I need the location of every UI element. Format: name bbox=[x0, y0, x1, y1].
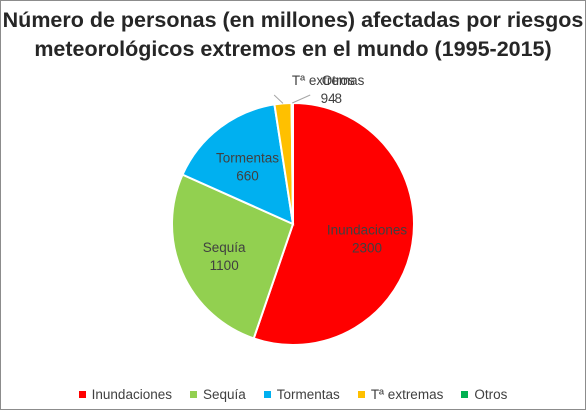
legend-swatch-sequia bbox=[189, 390, 197, 398]
legend-label-sequia: Sequía bbox=[202, 386, 246, 402]
legend-swatch-t-extremas bbox=[357, 390, 365, 398]
chart-title: Número de personas (en millones) afectad… bbox=[0, 6, 586, 64]
slice-value-otros: 8 bbox=[334, 91, 342, 106]
slice-label-tormentas: Tormentas bbox=[216, 150, 279, 165]
pie-slice-tormentas bbox=[181, 103, 295, 226]
slice-value-inundaciones: 2300 bbox=[352, 240, 382, 255]
legend-label-inundaciones: Inundaciones bbox=[91, 386, 172, 402]
legend-label-otros: Otros bbox=[474, 386, 508, 402]
leader-line-otros bbox=[292, 94, 311, 104]
slice-label-otros: Otros bbox=[322, 73, 355, 88]
legend-label-t-extremas: Tª extremas bbox=[370, 386, 444, 402]
pie-chart: Inundaciones 2300 Sequía 1100 Tormentas 660 Tª… bbox=[171, 73, 415, 346]
legend-label-tormentas: Tormentas bbox=[276, 386, 340, 402]
slice-label-sequia: Sequía bbox=[203, 240, 246, 255]
chart-title-line-1: Número de personas (en millones) afectad… bbox=[2, 8, 584, 32]
pie-slices bbox=[171, 101, 415, 346]
legend-swatch-inundaciones bbox=[78, 390, 86, 398]
chart-title-line-2: meteorológicos extremos en el mundo (199… bbox=[34, 37, 552, 61]
slice-value-tormentas: 660 bbox=[236, 168, 259, 183]
pie-slice-sequia bbox=[171, 173, 295, 340]
slice-label-t-extremas: Tª extremas bbox=[292, 73, 365, 88]
slice-value-t-extremas: 94 bbox=[321, 91, 337, 106]
leader-line-t-extremas bbox=[273, 94, 284, 104]
legend-item-sequia: Sequía bbox=[189, 386, 246, 402]
legend-item-tormentas: Tormentas bbox=[263, 386, 340, 402]
legend-item-inundaciones: Inundaciones bbox=[78, 386, 172, 402]
slice-label-inundaciones: Inundaciones bbox=[327, 222, 408, 237]
legend-item-t-extremas: Tª extremas bbox=[357, 386, 444, 402]
legend-swatch-tormentas bbox=[263, 390, 271, 398]
legend-swatch-otros bbox=[461, 390, 469, 398]
chart-legend: Inundaciones Sequía Tormentas Tª extremas Ot… bbox=[0, 384, 586, 404]
slice-labels: Inundaciones 2300 Sequía 1100 Tormentas 660 Tª… bbox=[203, 73, 408, 273]
slice-value-sequia: 1100 bbox=[210, 258, 239, 273]
leader-lines bbox=[273, 94, 311, 104]
legend-item-otros: Otros bbox=[461, 387, 507, 402]
